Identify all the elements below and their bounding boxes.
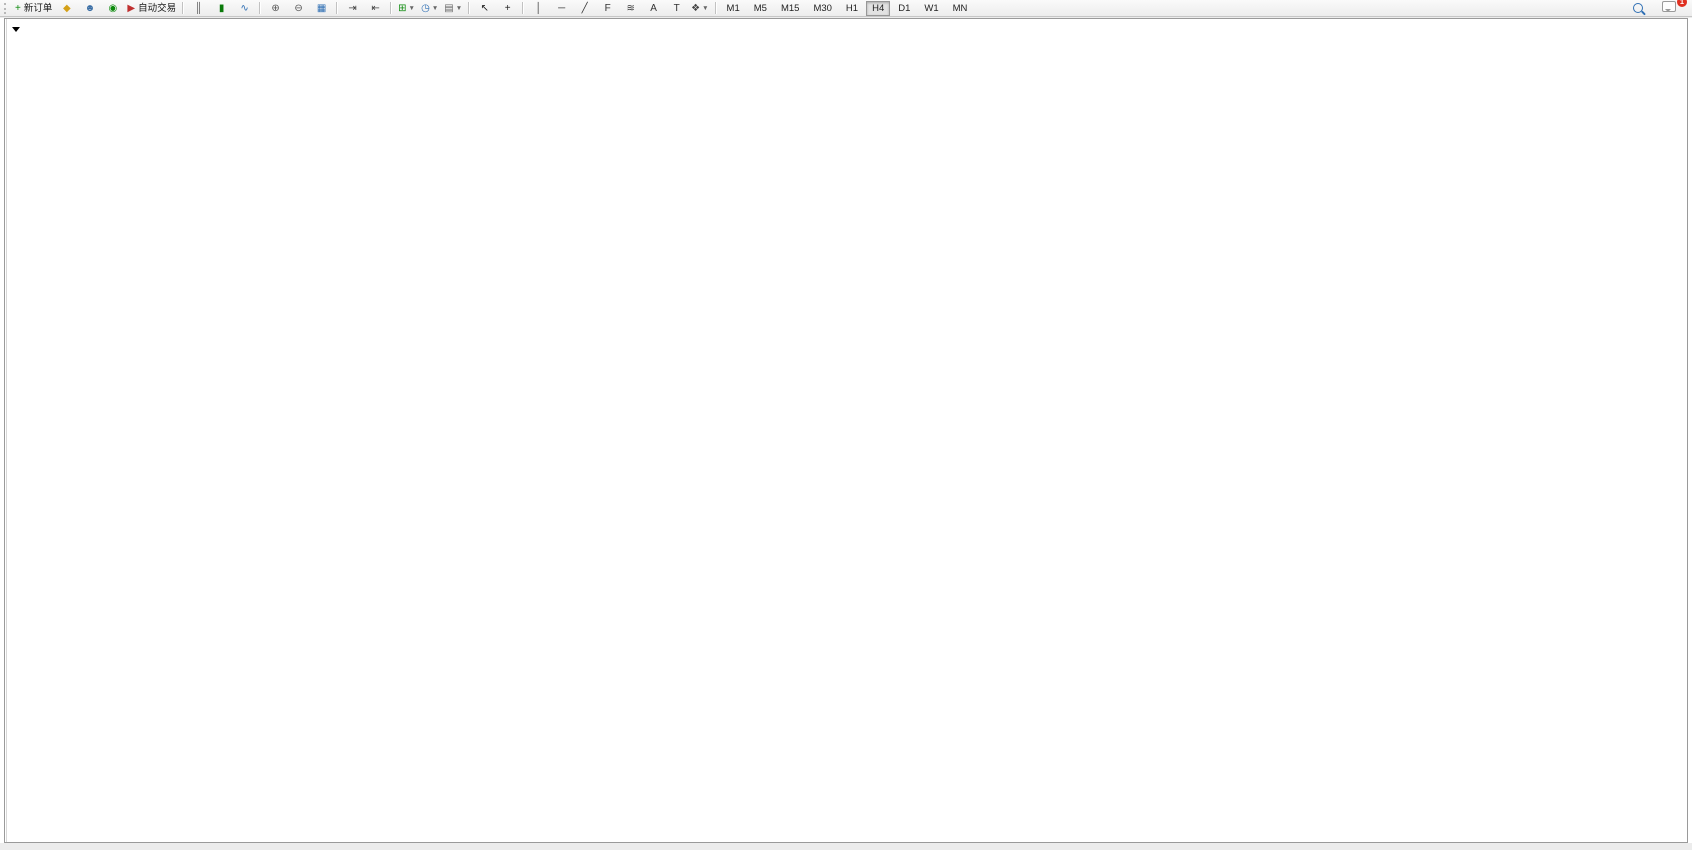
chevron-down-icon: ▼	[455, 4, 463, 12]
signals-button[interactable]: ◉	[101, 0, 124, 17]
trendline-icon: ╱	[581, 2, 588, 14]
chat-bubble-icon	[1662, 0, 1676, 12]
toolbar-buttons: + 新订单 ◆ ☻ ◉ ▶ 自动交易 ║ ▮ ∿ ⊕ ⊖ ▦ ⇥ ⇤ ⊞ ▼ ◷ ▼ ▤ ▼ ↖ + │ ─ ╱ F ≋ A T ❖ ▼ M1 M…	[2, 0, 1626, 17]
toolbar-separator	[390, 2, 393, 14]
chartshift-icon: ⇤	[371, 2, 380, 14]
channel-icon: ≋	[626, 2, 635, 14]
toolbar-separator	[336, 2, 339, 14]
tile-icon: ▦	[316, 2, 327, 14]
symbol-title-marker	[12, 27, 20, 32]
toolbar-separator	[259, 2, 262, 14]
crosshair-icon: +	[504, 2, 511, 14]
notifications-button[interactable]: 1	[1659, 0, 1687, 17]
timeframe-m15-button[interactable]: M15	[780, 2, 800, 14]
styles-button[interactable]: ◆	[55, 0, 78, 17]
periods-button[interactable]: ◷ ▼	[418, 0, 441, 17]
new-order-button-label: 新订单	[23, 2, 53, 14]
text-button[interactable]: A	[642, 0, 665, 17]
timeframe-m5-button[interactable]: M5	[753, 2, 767, 14]
zoom-in-button[interactable]: ⊕	[264, 0, 287, 17]
template-icon: ▤	[444, 2, 454, 14]
shapes-button[interactable]: ❖ ▼	[688, 0, 711, 17]
trendline-button[interactable]: ╱	[573, 0, 596, 17]
chart-shift-button[interactable]: ⇤	[364, 0, 387, 17]
label-button[interactable]: T	[665, 0, 688, 17]
chart-window[interactable]: EURUSD-,H4 1.10955 1.10956 1.10838 1.108…	[0, 17, 1692, 845]
main-toolbar: + 新订单 ◆ ☻ ◉ ▶ 自动交易 ║ ▮ ∿ ⊕ ⊖ ▦ ⇥ ⇤ ⊞ ▼ ◷ ▼ ▤ ▼ ↖ + │ ─ ╱ F ≋ A T ❖ ▼ M1 M…	[0, 0, 1692, 17]
auto-scroll-button[interactable]: ⇥	[341, 0, 364, 17]
new-order-button[interactable]: + 新订单	[12, 0, 55, 17]
chevron-down-icon: ▼	[431, 4, 439, 12]
line-chart-button[interactable]: ∿	[233, 0, 256, 17]
timeframe-mn-button[interactable]: MN	[952, 2, 968, 14]
hline-icon: ─	[558, 2, 566, 14]
channel-button[interactable]: ≋	[619, 0, 642, 17]
textlabel-icon: T	[673, 2, 680, 14]
chart-background	[0, 18, 1692, 843]
notification-badge: 1	[1677, 0, 1687, 7]
indicators-button[interactable]: ⊞ ▼	[395, 0, 418, 17]
bar-chart-button[interactable]: ║	[187, 0, 210, 17]
bucket-icon: ◆	[63, 2, 71, 14]
search-button[interactable]	[1626, 0, 1649, 17]
clock-icon: ◷	[421, 2, 430, 14]
timeframe-h4-button[interactable]: H4	[866, 0, 891, 16]
text-icon: A	[650, 2, 657, 14]
chart-svg[interactable]: EURUSD-,H4 1.10955 1.10956 1.10838 1.108…	[0, 17, 1692, 845]
cursor-icon: ↖	[480, 2, 489, 14]
new-order-icon: +	[15, 2, 21, 14]
cursor-button[interactable]: ↖	[473, 0, 496, 17]
candles-icon: ▮	[218, 2, 225, 14]
zoom-in-icon: ⊕	[271, 2, 280, 14]
timeframe-h1-button[interactable]: H1	[845, 2, 859, 14]
autotrade-icon: ▶	[127, 2, 136, 14]
indicators-icon: ⊞	[398, 2, 407, 14]
fibonacci-button[interactable]: F	[596, 0, 619, 17]
profile-button[interactable]: ☻	[78, 0, 101, 17]
fibo-icon: F	[604, 2, 611, 14]
timeframe-m30-button[interactable]: M30	[813, 2, 832, 14]
toolbar-separator	[182, 2, 185, 14]
horizontal-line-button[interactable]: ─	[550, 0, 573, 17]
vline-icon: │	[535, 2, 542, 14]
chevron-down-icon: ▼	[408, 4, 415, 12]
autoscroll-icon: ⇥	[348, 2, 357, 14]
zoom-out-button[interactable]: ⊖	[287, 0, 310, 17]
timeframe-w1-button[interactable]: W1	[924, 2, 939, 14]
timeframe-d1-button[interactable]: D1	[898, 2, 911, 14]
timeframe-m1-button[interactable]: M1	[726, 2, 740, 14]
tile-windows-button[interactable]: ▦	[310, 0, 333, 17]
shapes-icon: ❖	[691, 2, 701, 14]
search-icon	[1632, 3, 1643, 13]
bars-icon: ║	[195, 2, 203, 14]
toolbar-separator	[522, 2, 525, 14]
toolbar-grip	[4, 2, 9, 14]
autotrading-button[interactable]: ▶ 自动交易	[124, 0, 179, 17]
crosshair-button[interactable]: +	[496, 0, 519, 17]
chevron-down-icon: ▼	[702, 4, 709, 12]
candlestick-chart-button[interactable]: ▮	[210, 0, 233, 17]
zoom-out-icon: ⊖	[294, 2, 303, 14]
profile-icon: ☻	[84, 2, 96, 14]
autotrading-button-label: 自动交易	[138, 2, 177, 14]
toolbar-separator	[468, 2, 471, 14]
toolbar-separator	[714, 2, 717, 14]
signal-icon: ◉	[108, 2, 118, 14]
vertical-line-button[interactable]: │	[527, 0, 550, 17]
linechart-icon: ∿	[240, 2, 249, 14]
templates-button[interactable]: ▤ ▼	[441, 0, 465, 17]
